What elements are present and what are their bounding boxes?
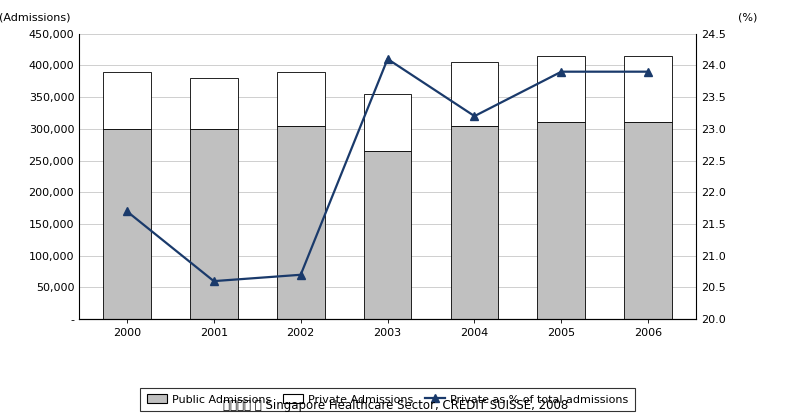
Bar — [277, 126, 324, 319]
Bar — [190, 78, 237, 129]
Bar — [451, 62, 498, 126]
Bar — [451, 126, 498, 319]
Bar — [624, 56, 672, 123]
Bar — [103, 129, 151, 319]
Bar — [364, 151, 411, 319]
Bar — [364, 94, 411, 151]
Bar — [277, 72, 324, 126]
Text: (Admissions): (Admissions) — [0, 12, 70, 22]
Bar — [538, 123, 585, 319]
Legend: Public Admissions, Private Admissions, Private as % of total admissions: Public Admissions, Private Admissions, P… — [140, 388, 635, 411]
Bar — [624, 123, 672, 319]
Text: (%): (%) — [739, 12, 758, 22]
Bar — [538, 56, 585, 123]
Bar — [190, 129, 237, 319]
Text: 자료출처 ： Singapore Healthcare Sector, CREDIT SUISSE, 2008: 자료출처 ： Singapore Healthcare Sector, CRED… — [223, 399, 568, 412]
Bar — [103, 72, 151, 129]
